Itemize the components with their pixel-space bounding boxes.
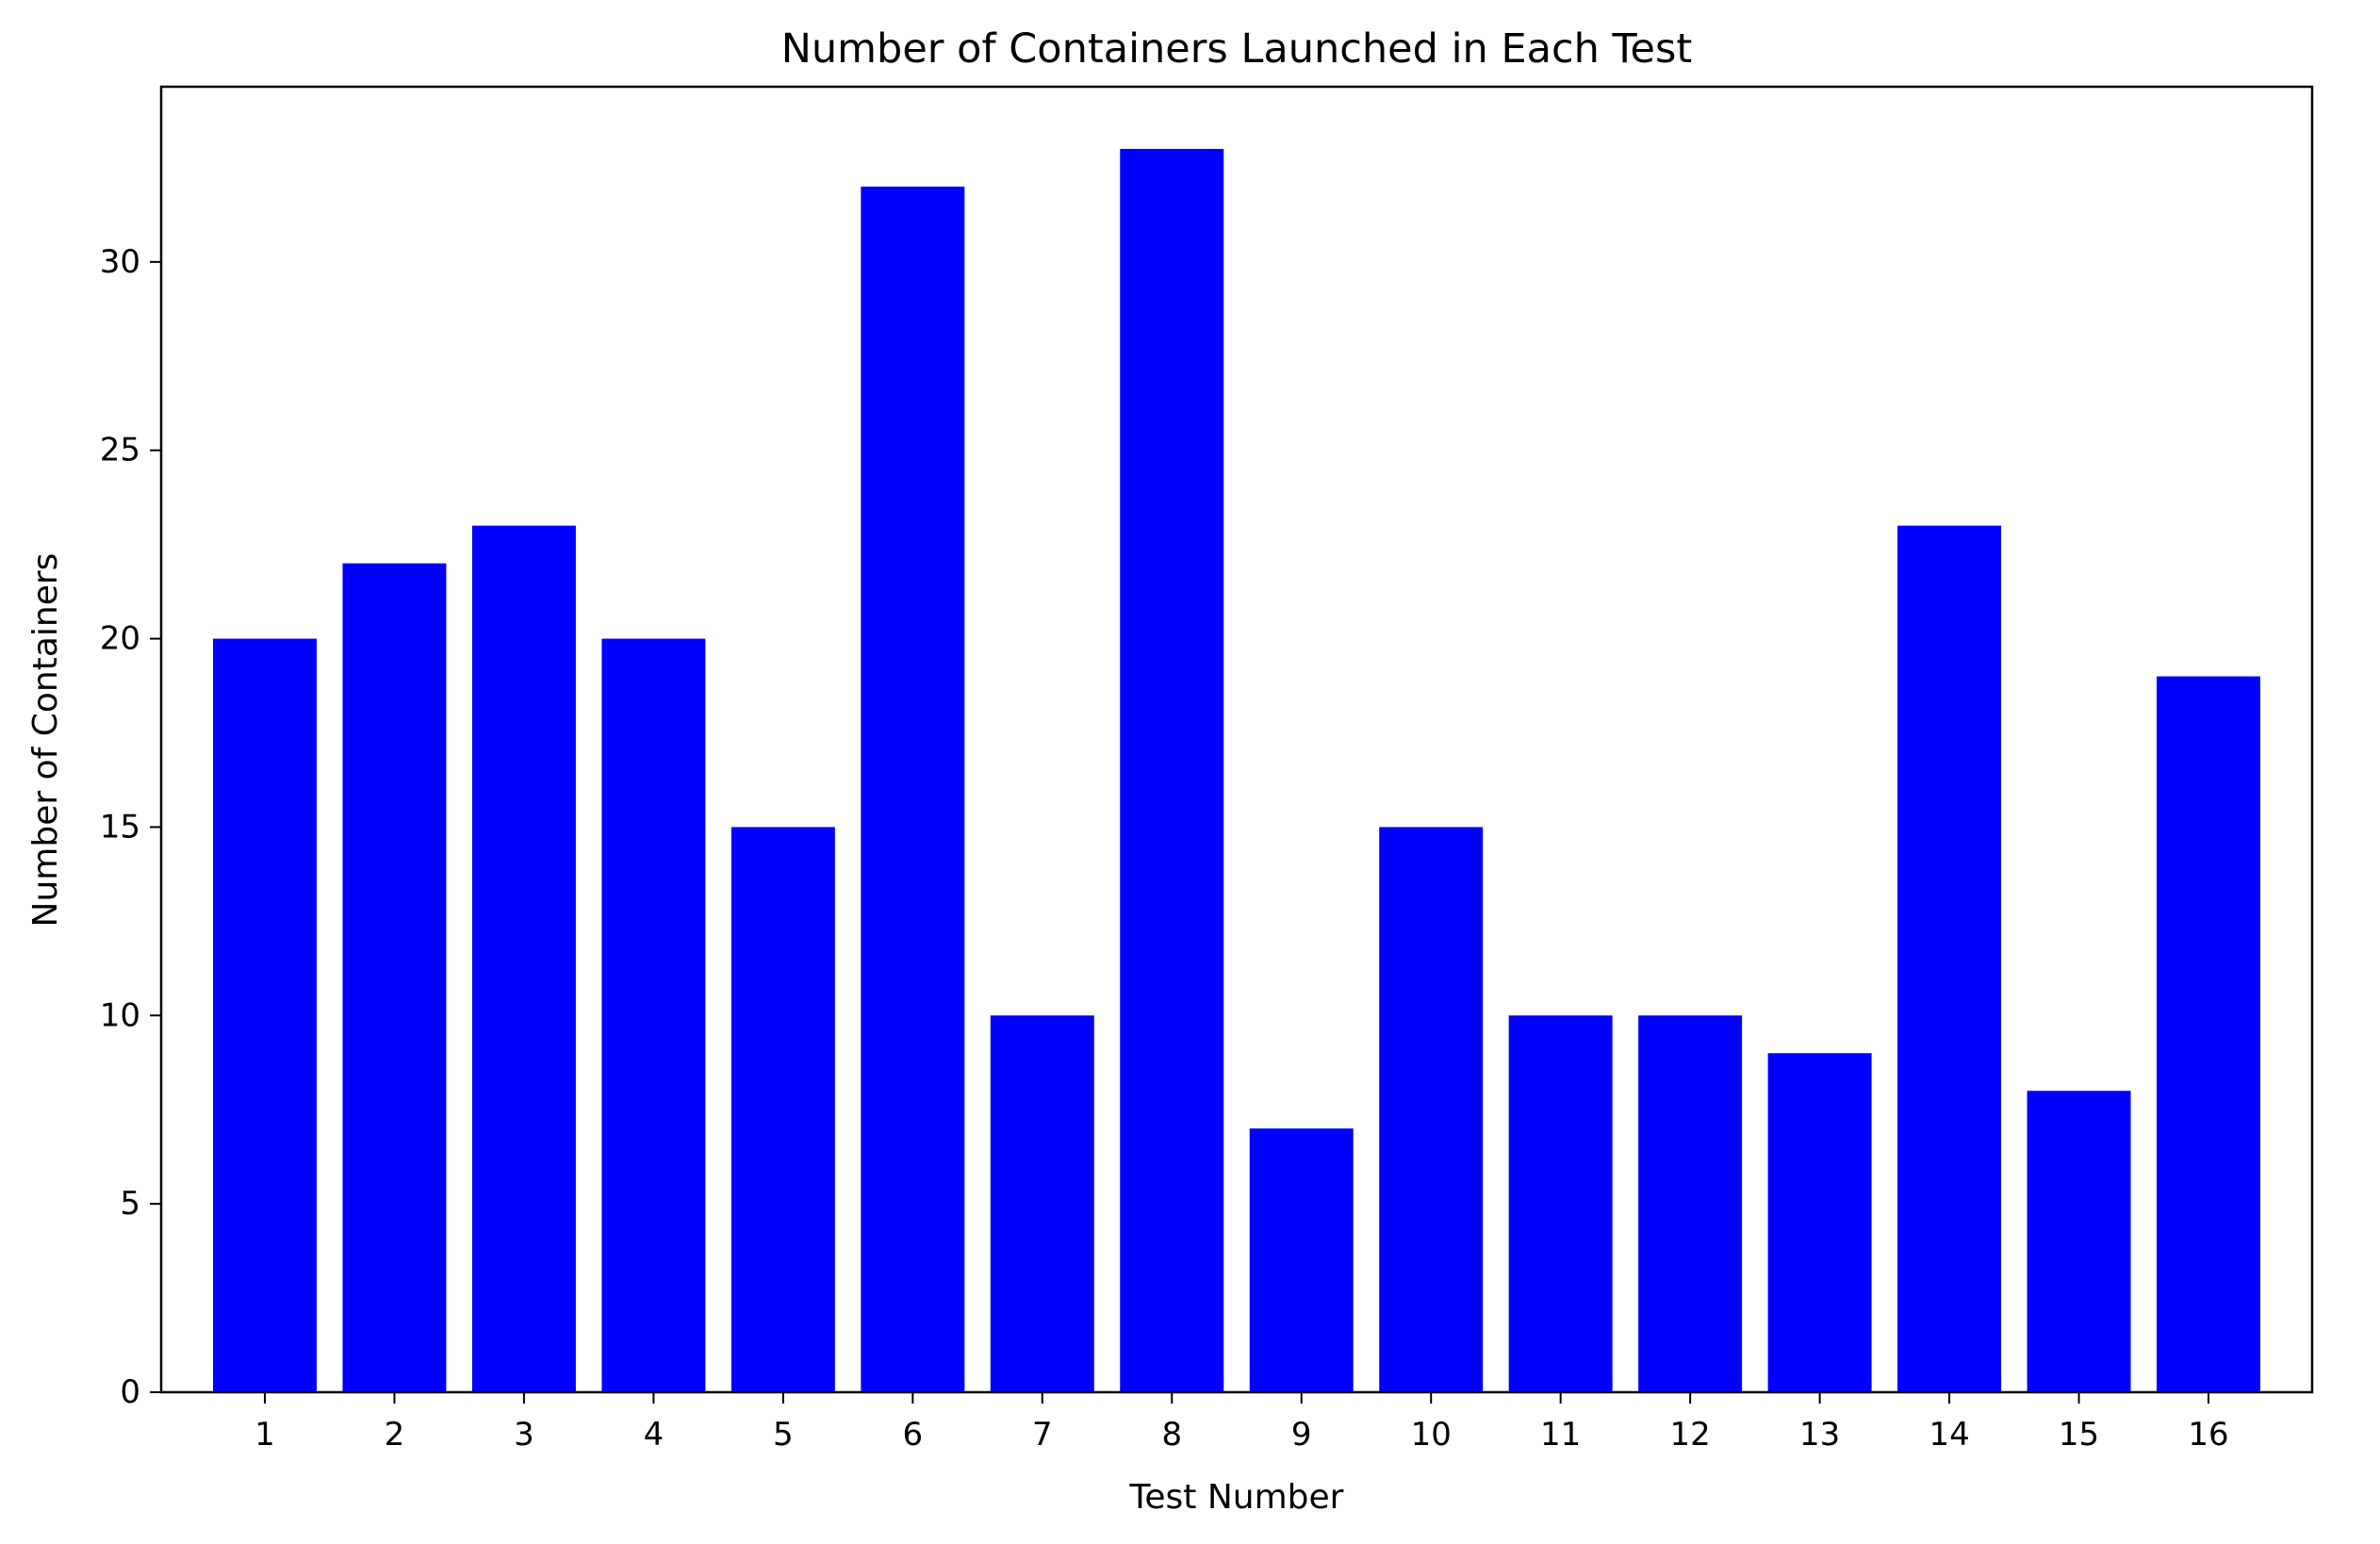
bar-test-13	[1767, 1053, 1872, 1392]
x-tick-label: 10	[1411, 1416, 1452, 1454]
bar-test-5	[730, 827, 835, 1392]
y-tick-label: 0	[120, 1373, 140, 1411]
chart-title: Number of Containers Launched in Each Te…	[781, 25, 1692, 73]
x-tick-label: 15	[2059, 1416, 2099, 1454]
x-tick-label: 2	[385, 1416, 405, 1454]
bar-test-12	[1638, 1015, 1743, 1392]
bar-test-7	[990, 1015, 1094, 1392]
bar-test-8	[1120, 148, 1224, 1392]
bar-test-15	[2027, 1091, 2131, 1392]
bar-test-6	[861, 186, 965, 1392]
x-tick-label: 6	[903, 1416, 924, 1454]
bar-test-11	[1508, 1015, 1613, 1392]
bar-test-4	[601, 638, 706, 1392]
x-tick-label: 5	[773, 1416, 794, 1454]
y-axis-label: Number of Containers	[26, 553, 65, 928]
x-axis: 1 2 3 4 5 6 7 8 9 10 11 12 13 14 15 16	[254, 1392, 2229, 1454]
plot-area-frame	[159, 85, 2314, 1394]
x-tick-label: 16	[2188, 1416, 2228, 1454]
x-tick-label: 9	[1291, 1416, 1312, 1454]
y-tick-label: 15	[100, 808, 140, 846]
x-tick-label: 11	[1540, 1416, 1581, 1454]
x-tick-label: 3	[514, 1416, 534, 1454]
y-tick-label: 5	[120, 1185, 140, 1223]
bars-group	[212, 148, 2261, 1392]
bar-test-2	[342, 563, 447, 1392]
y-tick-label: 25	[100, 432, 140, 469]
x-tick-label: 8	[1161, 1416, 1182, 1454]
bar-test-9	[1249, 1128, 1354, 1392]
y-tick-label: 20	[100, 620, 140, 658]
x-axis-label: Test Number	[1129, 1478, 1344, 1517]
bar-test-16	[2157, 676, 2261, 1392]
bar-test-1	[212, 638, 317, 1392]
bar-test-10	[1379, 827, 1484, 1392]
x-tick-label: 1	[254, 1416, 275, 1454]
x-tick-label: 7	[1032, 1416, 1053, 1454]
y-axis: 0 5 10 15 20 25 30	[100, 243, 161, 1411]
x-tick-label: 12	[1670, 1416, 1711, 1454]
x-tick-label: 4	[644, 1416, 665, 1454]
y-tick-label: 10	[100, 996, 140, 1034]
bar-test-14	[1897, 525, 2002, 1392]
bar-test-3	[471, 525, 576, 1392]
y-tick-label: 30	[100, 243, 140, 281]
x-tick-label: 13	[1799, 1416, 1840, 1454]
x-tick-label: 14	[1929, 1416, 1969, 1454]
